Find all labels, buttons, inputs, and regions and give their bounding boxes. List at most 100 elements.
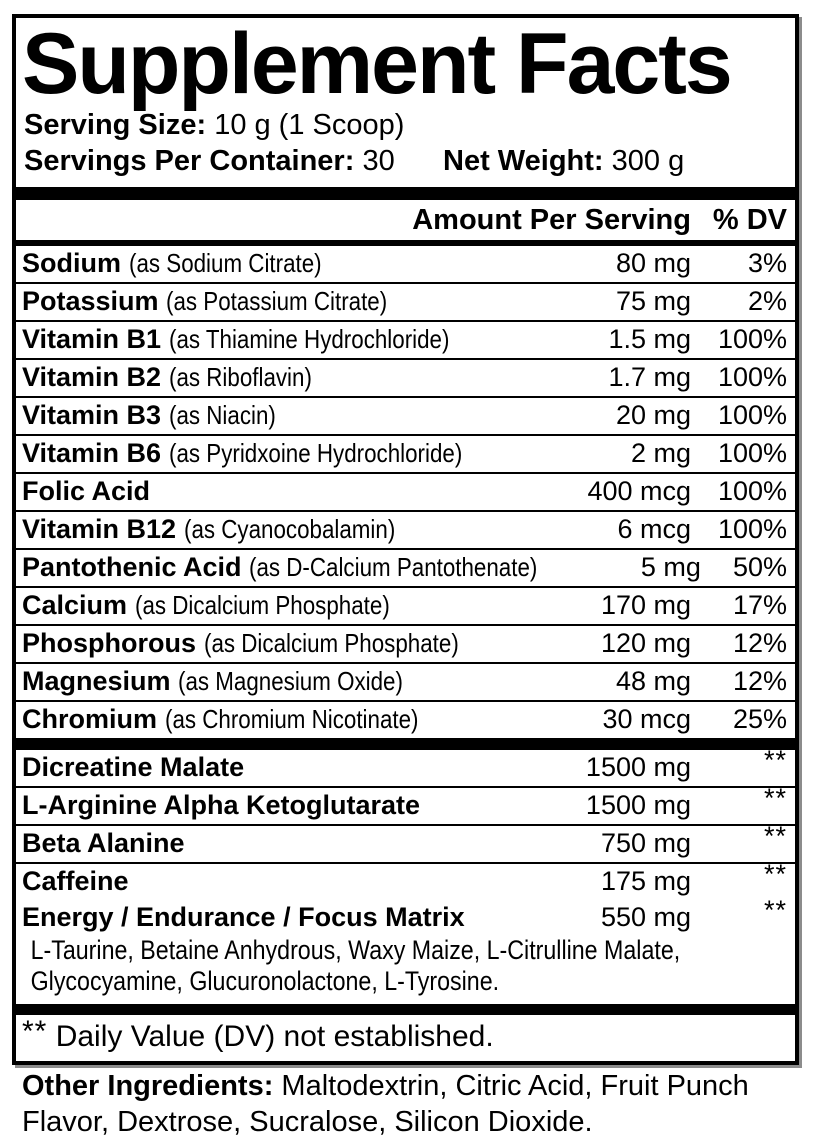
nutrient-row: Potassium (as Potassium Citrate) 75 mg 2… [16, 282, 795, 320]
divider-header [16, 240, 795, 246]
nutrient-amount: 5 mg [640, 552, 701, 582]
nutrient-dv: 100% [717, 514, 787, 544]
servings-per-container-value: 30 [362, 145, 395, 177]
nutrient-dv: 100% [717, 324, 787, 354]
nutrient-name: Phosphorous [22, 628, 196, 658]
blend-row: Beta Alanine 750 mg ** [16, 821, 795, 862]
no-dv-asterisks: ** [763, 745, 787, 775]
divider-thick-middle [16, 738, 795, 750]
serving-size-label: Serving Size: [24, 109, 207, 141]
servings-net-weight-line: Servings Per Container: 30 Net Weight: 3… [24, 144, 787, 178]
net-weight-label: Net Weight: [443, 145, 604, 177]
nutrient-row: Magnesium (as Magnesium Oxide) 48 mg 12% [16, 662, 795, 700]
nutrient-dv: 17% [732, 590, 787, 620]
nutrient-name: Vitamin B3 [22, 400, 162, 430]
nutrient-name-cell: Vitamin B2 (as Riboflavin) [22, 362, 561, 393]
nutrient-dv: 100% [717, 476, 787, 506]
nutrient-dv: 2% [747, 286, 787, 316]
matrix-amount: 550 mg [600, 902, 691, 932]
nutrient-row: Phosphorous (as Dicalcium Phosphate) 120… [16, 624, 795, 662]
blend-name: Caffeine [22, 866, 129, 896]
nutrient-amount: 80 mg [615, 248, 691, 278]
blend-amount: 750 mg [600, 828, 691, 858]
net-weight-value: 300 g [611, 145, 685, 177]
nutrient-source-detail: (as Chromium Nicotinate) [164, 704, 419, 734]
nutrient-dv: 3% [747, 248, 787, 278]
matrix-name: Energy / Endurance / Focus Matrix [22, 902, 465, 932]
nutrient-row: Vitamin B12 (as Cyanocobalamin) 6 mcg 10… [16, 510, 795, 548]
nutrient-amount: 48 mg [615, 666, 691, 696]
other-ingredients-value: Maltodextrin, Citric Acid, Fruit Punch F… [22, 1070, 749, 1137]
nutrient-dv: 25% [732, 704, 787, 734]
nutrient-amount: 120 mg [600, 628, 691, 658]
blend-row: L-Arginine Alpha Ketoglutarate 1500 mg *… [16, 783, 795, 824]
blend-dv: ** [691, 821, 787, 859]
nutrient-name: Pantothenic Acid [22, 552, 242, 582]
blend-name: Beta Alanine [22, 828, 185, 858]
no-dv-asterisks: ** [763, 821, 787, 851]
blend-amount: 1500 mg [585, 752, 691, 782]
nutrient-dv: 12% [732, 666, 787, 696]
other-ingredients-label: Other Ingredients: [22, 1070, 274, 1102]
blend-name: L-Arginine Alpha Ketoglutarate [22, 790, 421, 820]
nutrient-name-cell: Magnesium (as Magnesium Oxide) [22, 666, 561, 697]
blend-dv: ** [691, 783, 787, 821]
nutrient-name-cell: Potassium (as Potassium Citrate) [22, 286, 561, 317]
nutrient-name: Folic Acid [22, 476, 151, 506]
nutrient-source-detail: (as Cyanocobalamin) [183, 514, 395, 544]
nutrient-name: Vitamin B1 [22, 324, 162, 354]
footnote-asterisks: ** [22, 1015, 48, 1048]
nutrient-dv: 12% [732, 628, 787, 658]
nutrient-dv: 50% [732, 552, 787, 582]
nutrient-name-cell: Vitamin B1 (as Thiamine Hydrochloride) [22, 324, 561, 355]
nutrient-row: Vitamin B1 (as Thiamine Hydrochloride) 1… [16, 320, 795, 358]
nutrient-name-cell: Pantothenic Acid (as D-Calcium Pantothen… [22, 552, 584, 583]
servings-per-container-label: Servings Per Container: [24, 145, 355, 177]
nutrient-row: Vitamin B6 (as Pyridxoine Hydrochloride)… [16, 434, 795, 472]
nutrient-name-cell: Vitamin B12 (as Cyanocobalamin) [22, 514, 561, 545]
net-weight: Net Weight: 300 g [443, 144, 684, 178]
nutrient-name: Vitamin B6 [22, 438, 162, 468]
nutrient-name: Potassium [22, 286, 159, 316]
blend-dv: ** [691, 745, 787, 783]
nutrient-row: Chromium (as Chromium Nicotinate) 30 mcg… [16, 700, 795, 738]
amount-per-serving-header: Amount Per Serving [412, 204, 691, 236]
serving-size-value: 10 g (1 Scoop) [214, 109, 405, 141]
matrix-row: Energy / Endurance / Focus Matrix 550 mg… [16, 895, 795, 1004]
label-title: Supplement Facts [22, 16, 733, 112]
nutrient-row: Folic Acid 400 mcg 100% [16, 472, 795, 510]
matrix-head: Energy / Endurance / Focus Matrix 550 mg… [22, 895, 787, 933]
blend-name: Dicreatine Malate [22, 752, 245, 782]
nutrient-amount: 6 mcg [617, 514, 691, 544]
nutrient-name-cell: Vitamin B6 (as Pyridxoine Hydrochloride) [22, 438, 561, 469]
nutrient-name: Calcium [22, 590, 128, 620]
blend-table: Dicreatine Malate 1500 mg ** L-Arginine … [16, 745, 795, 900]
nutrient-source-detail: (as Pyridxoine Hydrochloride) [168, 438, 462, 468]
no-dv-asterisks: ** [763, 895, 787, 925]
nutrient-amount: 20 mg [615, 400, 691, 430]
nutrient-source-detail: (as Dicalcium Phosphate) [203, 628, 459, 658]
nutrient-amount: 75 mg [615, 286, 691, 316]
nutrient-amount: 1.5 mg [608, 324, 691, 354]
nutrient-source-detail: (as Potassium Citrate) [166, 286, 388, 316]
supplement-facts-panel: Supplement Facts Serving Size: 10 g (1 S… [12, 14, 799, 1065]
nutrient-table: Sodium (as Sodium Citrate) 80 mg 3% Pota… [16, 246, 795, 738]
nutrient-name: Magnesium [22, 666, 171, 696]
nutrient-amount: 400 mcg [587, 476, 691, 506]
dv-footnote: ** Daily Value (DV) not established. [16, 1015, 795, 1061]
nutrient-amount: 170 mg [600, 590, 691, 620]
nutrient-row: Vitamin B3 (as Niacin) 20 mg 100% [16, 396, 795, 434]
nutrient-name-cell: Vitamin B3 (as Niacin) [22, 400, 561, 431]
nutrient-name: Vitamin B2 [22, 362, 162, 392]
nutrient-source-detail: (as Magnesium Oxide) [178, 666, 403, 696]
blend-amount: 175 mg [600, 866, 691, 896]
nutrient-dv: 100% [717, 400, 787, 430]
serving-size-line: Serving Size: 10 g (1 Scoop) [24, 108, 787, 142]
nutrient-amount: 1.7 mg [608, 362, 691, 392]
nutrient-dv: 100% [717, 362, 787, 392]
no-dv-asterisks: ** [763, 783, 787, 813]
nutrient-name: Sodium [22, 248, 121, 278]
matrix-section: Energy / Endurance / Focus Matrix 550 mg… [16, 895, 795, 1004]
nutrient-name: Vitamin B12 [22, 514, 177, 544]
no-dv-asterisks: ** [763, 859, 787, 889]
